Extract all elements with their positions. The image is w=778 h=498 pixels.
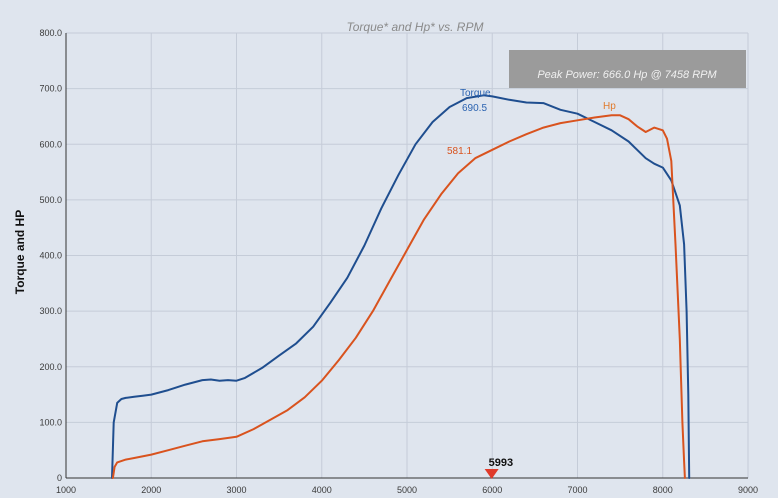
torque-series-label: Torque [460,88,491,99]
peak-power-text: Peak Power: 666.0 Hp @ 7458 RPM [537,69,717,81]
y-tick-label: 500.0 [39,195,62,205]
y-tick-label: 300.0 [39,306,62,316]
y-tick-label: 0 [57,473,62,483]
y-axis-label: Torque and HP [13,210,27,294]
x-tick-label: 6000 [482,485,502,495]
y-tick-label: 600.0 [39,139,62,149]
x-tick-label: 5000 [397,485,417,495]
y-tick-label: 200.0 [39,362,62,372]
hp-value-label: 581.1 [447,146,472,157]
x-tick-label: 2000 [141,485,161,495]
hp-series-label: Hp [603,101,616,112]
y-tick-label: 700.0 [39,84,62,94]
x-tick-label: 4000 [312,485,332,495]
y-tick-labels: 0 100.0 200.0 300.0 400.0 500.0 600.0 700.0 800.… [39,28,62,483]
y-tick-label: 400.0 [39,251,62,261]
torque-value-label: 690.5 [462,103,487,114]
hp-series-line [111,114,686,479]
series-lines [111,94,691,479]
x-tick-label: 9000 [738,485,758,495]
peak-power-box [509,50,746,88]
x-tick-label: 7000 [567,485,587,495]
x-tick-label: 3000 [226,485,246,495]
rpm-marker-triangle[interactable] [484,469,499,479]
x-tick-labels: 1000 2000 3000 4000 5000 6000 7000 8000 9000 [56,485,758,495]
chart-title: Torque* and Hp* vs. RPM [347,20,484,34]
axes [65,33,748,479]
torque-series-line [111,94,691,479]
x-tick-label: 8000 [653,485,673,495]
y-tick-label: 100.0 [39,417,62,427]
rpm-marker-label: 5993 [489,457,513,469]
x-tick-label: 1000 [56,485,76,495]
y-tick-label: 800.0 [39,28,62,38]
